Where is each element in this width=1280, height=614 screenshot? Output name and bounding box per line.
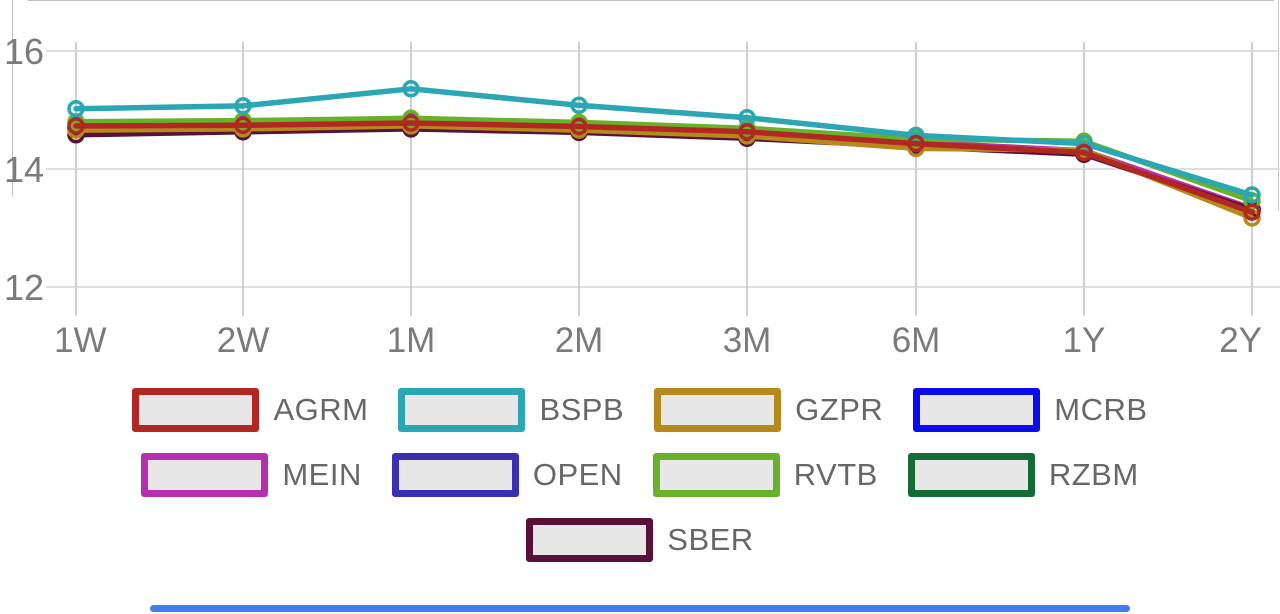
legend-swatch-rzbm	[907, 453, 1035, 497]
y-axis-tick-label: 16	[4, 31, 44, 72]
legend-label: MCRB	[1054, 392, 1148, 427]
chart-area: 16 14 12 1W 2W 1M 2M 3M 6M 1Y 2Y	[4, 31, 1280, 360]
series-marker-bspb	[402, 80, 420, 98]
series-marker-agrm	[402, 114, 420, 132]
x-axis-tick-label: 2Y	[1219, 321, 1262, 360]
legend-label: RZBM	[1048, 457, 1139, 492]
legend-item-gzpr[interactable]: GZPR	[654, 388, 883, 432]
series-line-agrm	[73, 120, 1255, 215]
series-marker-bspb	[67, 100, 85, 118]
x-axis-tick-label: 2M	[555, 321, 604, 360]
legend-item-open[interactable]: OPEN	[391, 453, 623, 497]
bottom-accent-bar	[150, 605, 1130, 612]
legend-label: AGRM	[273, 392, 369, 427]
legend-item-bspb[interactable]: BSPB	[398, 388, 624, 432]
legend-label: BSPB	[539, 392, 625, 427]
series-marker-agrm	[738, 123, 756, 141]
legend: AGRM BSPB GZPR MCRB MEIN OPEN RVTB RZBM SBER	[0, 388, 1280, 583]
x-axis-tick-label: 1M	[387, 321, 436, 360]
legend-row: SBER	[526, 518, 753, 562]
y-axis-tick-label: 12	[4, 267, 44, 308]
legend-item-rvtb[interactable]: RVTB	[652, 453, 878, 497]
legend-swatch-rvtb	[652, 453, 780, 497]
legend-swatch-open	[391, 453, 519, 497]
series-marker-bspb	[1243, 186, 1261, 204]
legend-item-mcrb[interactable]: MCRB	[913, 388, 1147, 432]
legend-item-agrm[interactable]: AGRM	[132, 388, 368, 432]
legend-swatch-agrm	[132, 388, 260, 432]
series-marker-bspb	[570, 96, 588, 115]
legend-swatch-sber	[526, 518, 654, 562]
series-marker-agrm	[907, 134, 925, 153]
x-axis-tick-label: 2W	[217, 321, 270, 360]
x-axis-tick-label: 6M	[892, 321, 941, 360]
series-line-bspb	[73, 86, 1255, 198]
window-top-border	[28, 0, 1274, 1]
x-axis-tick-label: 1Y	[1063, 321, 1106, 360]
legend-item-rzbm[interactable]: RZBM	[907, 453, 1139, 497]
legend-row: AGRM BSPB GZPR MCRB	[132, 388, 1147, 432]
x-axis-tick-label: 3M	[723, 321, 772, 360]
series-marker-agrm	[570, 117, 588, 136]
x-axis-tick-label: 1W	[54, 321, 107, 360]
series-marker-agrm	[1075, 143, 1093, 162]
legend-label: SBER	[667, 522, 754, 557]
legend-row: MEIN OPEN RVTB RZBM	[141, 453, 1138, 497]
legend-swatch-bspb	[398, 388, 526, 432]
legend-swatch-gzpr	[654, 388, 782, 432]
series-marker-agrm	[67, 117, 85, 135]
legend-item-sber[interactable]: SBER	[526, 518, 753, 562]
legend-swatch-mein	[141, 453, 269, 497]
window-right-border	[1278, 0, 1279, 210]
y-axis-tick-label: 14	[4, 149, 44, 190]
window-left-border	[12, 0, 13, 196]
legend-label: GZPR	[795, 392, 884, 427]
legend-label: MEIN	[282, 457, 362, 492]
legend-item-mein[interactable]: MEIN	[141, 453, 362, 497]
legend-label: RVTB	[793, 457, 878, 492]
series-marker-bspb	[234, 97, 252, 115]
legend-label: OPEN	[532, 457, 623, 492]
legend-swatch-mcrb	[913, 388, 1041, 432]
series-marker-agrm	[1243, 203, 1261, 221]
series-marker-agrm	[234, 116, 252, 135]
